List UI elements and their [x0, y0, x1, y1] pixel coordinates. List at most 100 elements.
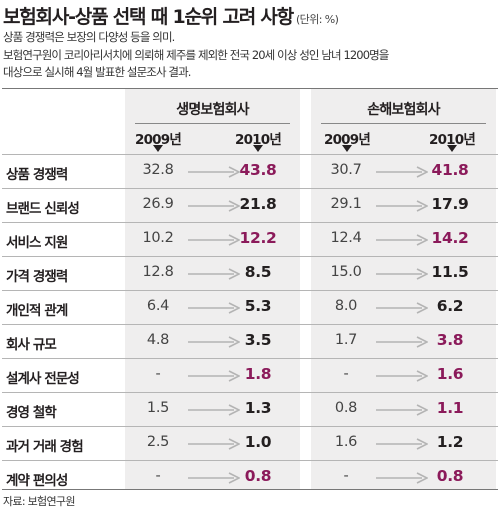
- life-value-2010: 12.2: [239, 229, 277, 247]
- life-value-2010: 1.0: [244, 433, 272, 451]
- life-value-2010: 21.8: [239, 195, 277, 213]
- row-label: 설계사 전문성: [6, 371, 80, 387]
- nonlife-value-2010: 14.2: [431, 229, 469, 247]
- life-change-arrow-icon: [188, 166, 240, 178]
- table-row: 상품 경쟁력 32.8 43.8 30.7 41.8: [2, 155, 498, 189]
- life-value-2009: 32.8: [142, 162, 174, 178]
- life-value-2010: 0.8: [244, 467, 272, 485]
- row-label: 과거 거래 경험: [6, 439, 84, 455]
- nonlife-value-2009: 1.6: [334, 434, 358, 450]
- nonlife-value-2010: 11.5: [431, 263, 469, 281]
- nonlife-value-2010: 1.2: [436, 433, 464, 451]
- group-underline-life: [135, 123, 290, 124]
- nonlife-change-arrow-icon: [376, 302, 428, 314]
- nonlife-value-2009: 1.7: [334, 332, 358, 348]
- unit-label: (단위: %): [295, 13, 339, 26]
- life-value-2009: -: [155, 468, 161, 484]
- table-row: 가격 경쟁력 12.8 8.5 15.0 11.5: [2, 257, 498, 291]
- life-value-2010: 3.5: [244, 331, 272, 349]
- row-divider: [2, 290, 498, 291]
- year-header-life-2010: 2010년: [235, 132, 282, 148]
- life-value-2009: 10.2: [142, 230, 174, 246]
- nonlife-change-arrow-icon: [376, 370, 428, 382]
- row-label: 상품 경쟁력: [6, 167, 68, 183]
- down-triangle-icon: [342, 145, 352, 152]
- life-value-2010: 1.3: [244, 399, 272, 417]
- chart-title: 보험회사-상품 선택 때 1순위 고려 사항: [3, 6, 294, 28]
- row-divider: [2, 358, 498, 359]
- life-change-arrow-icon: [188, 472, 240, 484]
- down-triangle-icon: [153, 145, 163, 152]
- life-value-2010: 5.3: [244, 297, 272, 315]
- nonlife-value-2009: 15.0: [330, 264, 362, 280]
- nonlife-change-arrow-icon: [376, 268, 428, 280]
- source-note: 자료: 보험연구원: [3, 495, 75, 508]
- note-line-3: 대상으로 실시해 4월 발표한 설문조사 결과.: [3, 65, 191, 79]
- note-line-2: 보험연구원이 코리아리서치에 의뢰해 제주를 제외한 전국 20세 이상 성인 …: [3, 48, 389, 62]
- life-change-arrow-icon: [188, 370, 240, 382]
- row-label: 회사 규모: [6, 337, 57, 353]
- life-value-2010: 1.8: [244, 365, 272, 383]
- nonlife-change-arrow-icon: [376, 200, 428, 212]
- life-value-2009: 6.4: [146, 298, 170, 314]
- nonlife-change-arrow-icon: [376, 472, 428, 484]
- group-header-nonlife: 손해보험회사: [367, 102, 440, 118]
- nonlife-value-2009: -: [343, 468, 349, 484]
- nonlife-insurance-column-band: [311, 89, 496, 489]
- row-divider: [2, 222, 498, 223]
- row-label: 가격 경쟁력: [6, 269, 68, 285]
- comparison-table: 생명보험회사 손해보험회사 2009년 2010년 2009년 2010년 상품…: [2, 88, 498, 490]
- table-row: 경영 철학 1.5 1.3 0.8 1.1: [2, 393, 498, 427]
- nonlife-change-arrow-icon: [376, 234, 428, 246]
- table-row: 브랜드 신뢰성 26.9 21.8 29.1 17.9: [2, 189, 498, 223]
- group-underline-nonlife: [321, 123, 486, 124]
- table-row: 서비스 지원 10.2 12.2 12.4 14.2: [2, 223, 498, 257]
- life-value-2009: 4.8: [146, 332, 170, 348]
- life-value-2009: 12.8: [142, 264, 174, 280]
- table-row: 설계사 전문성 - 1.8 - 1.6: [2, 359, 498, 393]
- group-header-life: 생명보험회사: [176, 102, 249, 118]
- life-change-arrow-icon: [188, 438, 240, 450]
- table-row: 개인적 관계 6.4 5.3 8.0 6.2: [2, 291, 498, 325]
- row-label: 계약 편의성: [6, 473, 68, 489]
- down-triangle-icon: [253, 145, 263, 152]
- row-divider: [2, 392, 498, 393]
- nonlife-value-2009: 12.4: [330, 230, 362, 246]
- nonlife-value-2010: 17.9: [431, 195, 469, 213]
- life-change-arrow-icon: [188, 234, 240, 246]
- year-header-life-2009: 2009년: [135, 132, 182, 148]
- life-change-arrow-icon: [188, 336, 240, 348]
- life-value-2009: 2.5: [146, 434, 170, 450]
- life-value-2010: 8.5: [244, 263, 272, 281]
- table-row: 회사 규모 4.8 3.5 1.7 3.8: [2, 325, 498, 359]
- nonlife-value-2010: 3.8: [436, 331, 464, 349]
- life-value-2009: 26.9: [142, 196, 174, 212]
- nonlife-change-arrow-icon: [376, 336, 428, 348]
- nonlife-value-2010: 41.8: [431, 161, 469, 179]
- nonlife-value-2009: 8.0: [334, 298, 358, 314]
- nonlife-value-2010: 0.8: [436, 467, 464, 485]
- header-divider: [2, 154, 498, 155]
- down-triangle-icon: [447, 145, 457, 152]
- nonlife-value-2010: 1.6: [436, 365, 464, 383]
- note-line-1: 상품 경쟁력은 보장의 다양성 등을 의미.: [3, 30, 175, 44]
- life-value-2009: 1.5: [146, 400, 170, 416]
- life-change-arrow-icon: [188, 404, 240, 416]
- table-row: 과거 거래 경험 2.5 1.0 1.6 1.2: [2, 427, 498, 461]
- nonlife-value-2009: 30.7: [330, 162, 362, 178]
- row-divider: [2, 324, 498, 325]
- row-divider: [2, 460, 498, 461]
- chart-title-row: 보험회사-상품 선택 때 1순위 고려 사항 (단위: %): [3, 2, 497, 28]
- row-label: 서비스 지원: [6, 235, 68, 251]
- nonlife-change-arrow-icon: [376, 166, 428, 178]
- nonlife-change-arrow-icon: [376, 404, 428, 416]
- row-label: 브랜드 신뢰성: [6, 201, 80, 217]
- nonlife-value-2010: 1.1: [436, 399, 464, 417]
- row-divider: [2, 426, 498, 427]
- nonlife-value-2009: 0.8: [334, 400, 358, 416]
- life-value-2009: -: [155, 366, 161, 382]
- nonlife-change-arrow-icon: [376, 438, 428, 450]
- nonlife-value-2009: -: [343, 366, 349, 382]
- row-divider: [2, 188, 498, 189]
- table-row: 계약 편의성 - 0.8 - 0.8: [2, 461, 498, 495]
